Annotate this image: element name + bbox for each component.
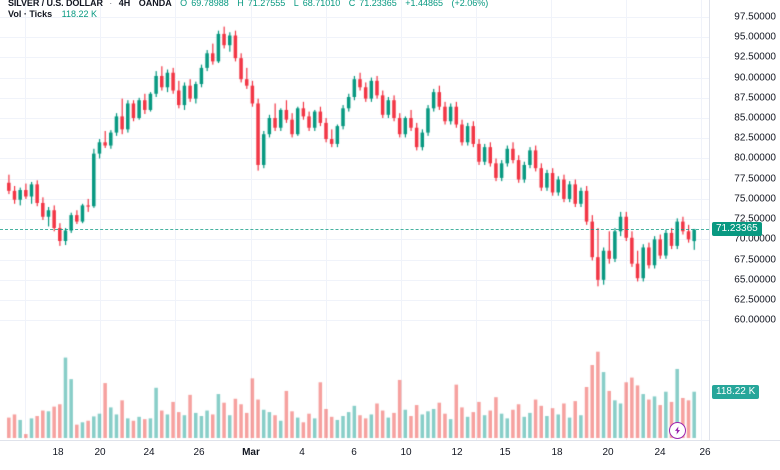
price-tick-label: 85.00000 xyxy=(734,112,776,124)
volume-value-badge[interactable]: 118.22 K xyxy=(712,384,760,399)
plot-bottom-border xyxy=(0,440,780,441)
time-tick-label: 18 xyxy=(52,447,64,458)
price-tick-label: 72.50000 xyxy=(734,213,776,225)
price-scale[interactable]: 97.50000 95.00000 92.50000 90.00000 87.50000… xyxy=(710,0,780,440)
price-tick-label: 77.50000 xyxy=(734,173,776,185)
time-tick-label: 20 xyxy=(94,447,106,458)
price-tick-label: 90.00000 xyxy=(734,72,776,84)
price-tick-label: 60.00000 xyxy=(734,314,776,326)
price-tick-label: 92.50000 xyxy=(734,51,776,63)
time-tick-label: 10 xyxy=(400,447,412,458)
price-tick-label: 75.00000 xyxy=(734,193,776,205)
price-tick-label: 87.50000 xyxy=(734,92,776,104)
time-scale[interactable]: 18 20 24 26 Mar 4 6 10 12 15 18 20 24 26 xyxy=(0,441,711,470)
current-price-badge[interactable]: 71.23365 xyxy=(712,222,762,237)
price-tick-label: 65.00000 xyxy=(734,274,776,286)
time-tick-label: 4 xyxy=(299,447,305,458)
time-tick-label: 18 xyxy=(551,447,563,458)
price-tick-label: 67.50000 xyxy=(734,254,776,266)
time-tick-label: 26 xyxy=(699,447,711,458)
time-tick-label: 24 xyxy=(654,447,666,458)
time-tick-label: 24 xyxy=(143,447,155,458)
price-tick-label: 95.00000 xyxy=(734,31,776,43)
time-tick-label: 12 xyxy=(451,447,463,458)
time-tick-label: 26 xyxy=(193,447,205,458)
candlestick-canvas[interactable] xyxy=(0,0,709,440)
time-tick-label: 6 xyxy=(351,447,357,458)
time-tick-label: 15 xyxy=(499,447,511,458)
price-tick-label: 62.50000 xyxy=(734,294,776,306)
price-tick-label: 97.50000 xyxy=(734,11,776,23)
lightning-bolt-icon xyxy=(674,426,681,435)
price-tick-label: 80.00000 xyxy=(734,152,776,164)
time-tick-label: Mar xyxy=(242,447,260,458)
chart-plot-area[interactable] xyxy=(0,0,709,440)
price-tick-label: 82.50000 xyxy=(734,132,776,144)
plot-right-border xyxy=(709,0,710,440)
realtime-data-badge[interactable] xyxy=(669,422,686,439)
time-tick-label: 20 xyxy=(602,447,614,458)
current-price-line xyxy=(0,229,709,231)
price-tick-label: 70.00000 xyxy=(734,233,776,245)
